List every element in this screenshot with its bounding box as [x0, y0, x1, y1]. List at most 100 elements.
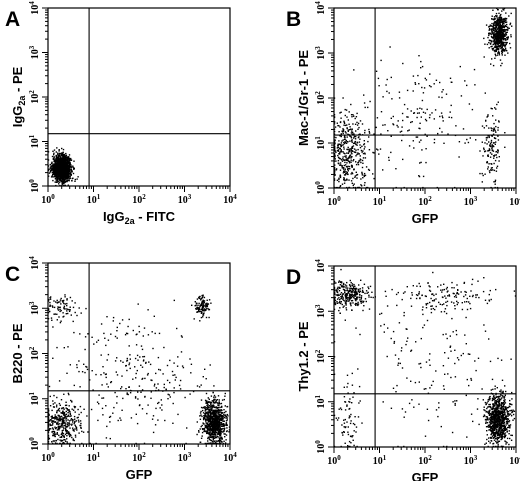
data-point — [53, 160, 55, 163]
data-point — [505, 12, 507, 14]
data-point — [340, 151, 343, 153]
data-point — [66, 169, 68, 171]
data-point — [77, 408, 79, 411]
data-point — [64, 404, 67, 407]
data-point — [74, 420, 76, 423]
data-point — [59, 404, 61, 406]
data-point — [63, 393, 65, 395]
data-point — [499, 37, 501, 40]
data-point — [201, 435, 203, 437]
data-point — [205, 414, 207, 416]
data-point — [351, 133, 353, 135]
data-point — [217, 426, 219, 428]
data-point — [509, 42, 511, 45]
data-point — [349, 154, 351, 157]
data-point — [355, 130, 357, 132]
data-point — [200, 410, 202, 413]
data-point — [61, 154, 63, 156]
data-point — [500, 29, 502, 32]
data-point — [348, 151, 350, 153]
data-point — [226, 417, 229, 419]
data-point — [500, 38, 502, 40]
data-point — [490, 127, 492, 129]
data-point — [64, 294, 66, 296]
data-point — [62, 421, 64, 424]
data-point — [101, 407, 104, 410]
data-point — [450, 81, 452, 83]
data-point — [142, 360, 145, 362]
data-point — [209, 419, 211, 422]
x-axis-label: IgG2a - FITC — [103, 209, 176, 226]
data-point — [61, 161, 64, 164]
data-point — [130, 417, 133, 419]
data-point — [61, 419, 63, 421]
data-point — [215, 430, 217, 432]
data-point — [158, 368, 160, 371]
panel-letter: A — [5, 8, 20, 31]
data-point — [61, 407, 63, 410]
data-point — [110, 381, 112, 384]
data-point — [60, 436, 63, 438]
data-point — [418, 127, 420, 129]
data-point — [498, 45, 501, 47]
data-point — [68, 393, 70, 396]
data-point — [145, 362, 147, 364]
data-point — [74, 436, 77, 438]
data-point — [421, 149, 423, 151]
data-point — [344, 161, 346, 164]
data-point — [503, 25, 505, 27]
data-point — [491, 135, 493, 137]
data-point — [68, 158, 71, 160]
data-point — [157, 389, 160, 391]
data-point — [493, 24, 495, 26]
data-point — [109, 437, 111, 440]
data-point — [498, 34, 500, 36]
data-point — [334, 126, 337, 128]
data-point — [70, 174, 72, 176]
data-point — [215, 429, 217, 431]
data-point — [62, 179, 65, 181]
data-point — [57, 418, 59, 420]
data-point — [65, 171, 67, 173]
data-point — [382, 124, 384, 126]
data-point — [204, 407, 206, 410]
data-point — [355, 163, 358, 166]
data-point — [208, 425, 210, 427]
data-point — [215, 409, 217, 411]
data-point — [498, 42, 501, 45]
data-point — [62, 170, 64, 172]
data-point — [74, 302, 76, 304]
data-point — [51, 424, 54, 426]
data-point — [65, 410, 67, 413]
data-point — [347, 152, 350, 154]
data-point — [60, 426, 62, 428]
data-point — [203, 406, 205, 409]
data-point — [495, 48, 498, 50]
data-point — [339, 135, 342, 137]
data-point — [418, 175, 420, 177]
data-point — [76, 366, 78, 369]
data-point — [489, 42, 492, 44]
data-point — [418, 83, 420, 85]
data-point — [89, 379, 91, 381]
data-point — [197, 308, 200, 311]
data-point — [68, 180, 70, 182]
data-point — [492, 169, 494, 171]
data-point — [218, 436, 220, 438]
data-point — [162, 373, 164, 375]
data-point — [447, 133, 449, 135]
data-point — [496, 167, 498, 169]
data-point — [51, 420, 53, 422]
data-point — [503, 26, 505, 28]
data-point — [401, 126, 403, 128]
data-point — [494, 46, 496, 49]
data-point — [353, 183, 355, 185]
data-point — [203, 312, 205, 314]
data-point — [54, 169, 56, 171]
data-point — [56, 165, 58, 167]
data-point — [200, 437, 203, 439]
data-point — [70, 169, 73, 171]
data-point — [339, 147, 341, 149]
data-point — [504, 17, 506, 20]
data-point — [497, 51, 500, 53]
